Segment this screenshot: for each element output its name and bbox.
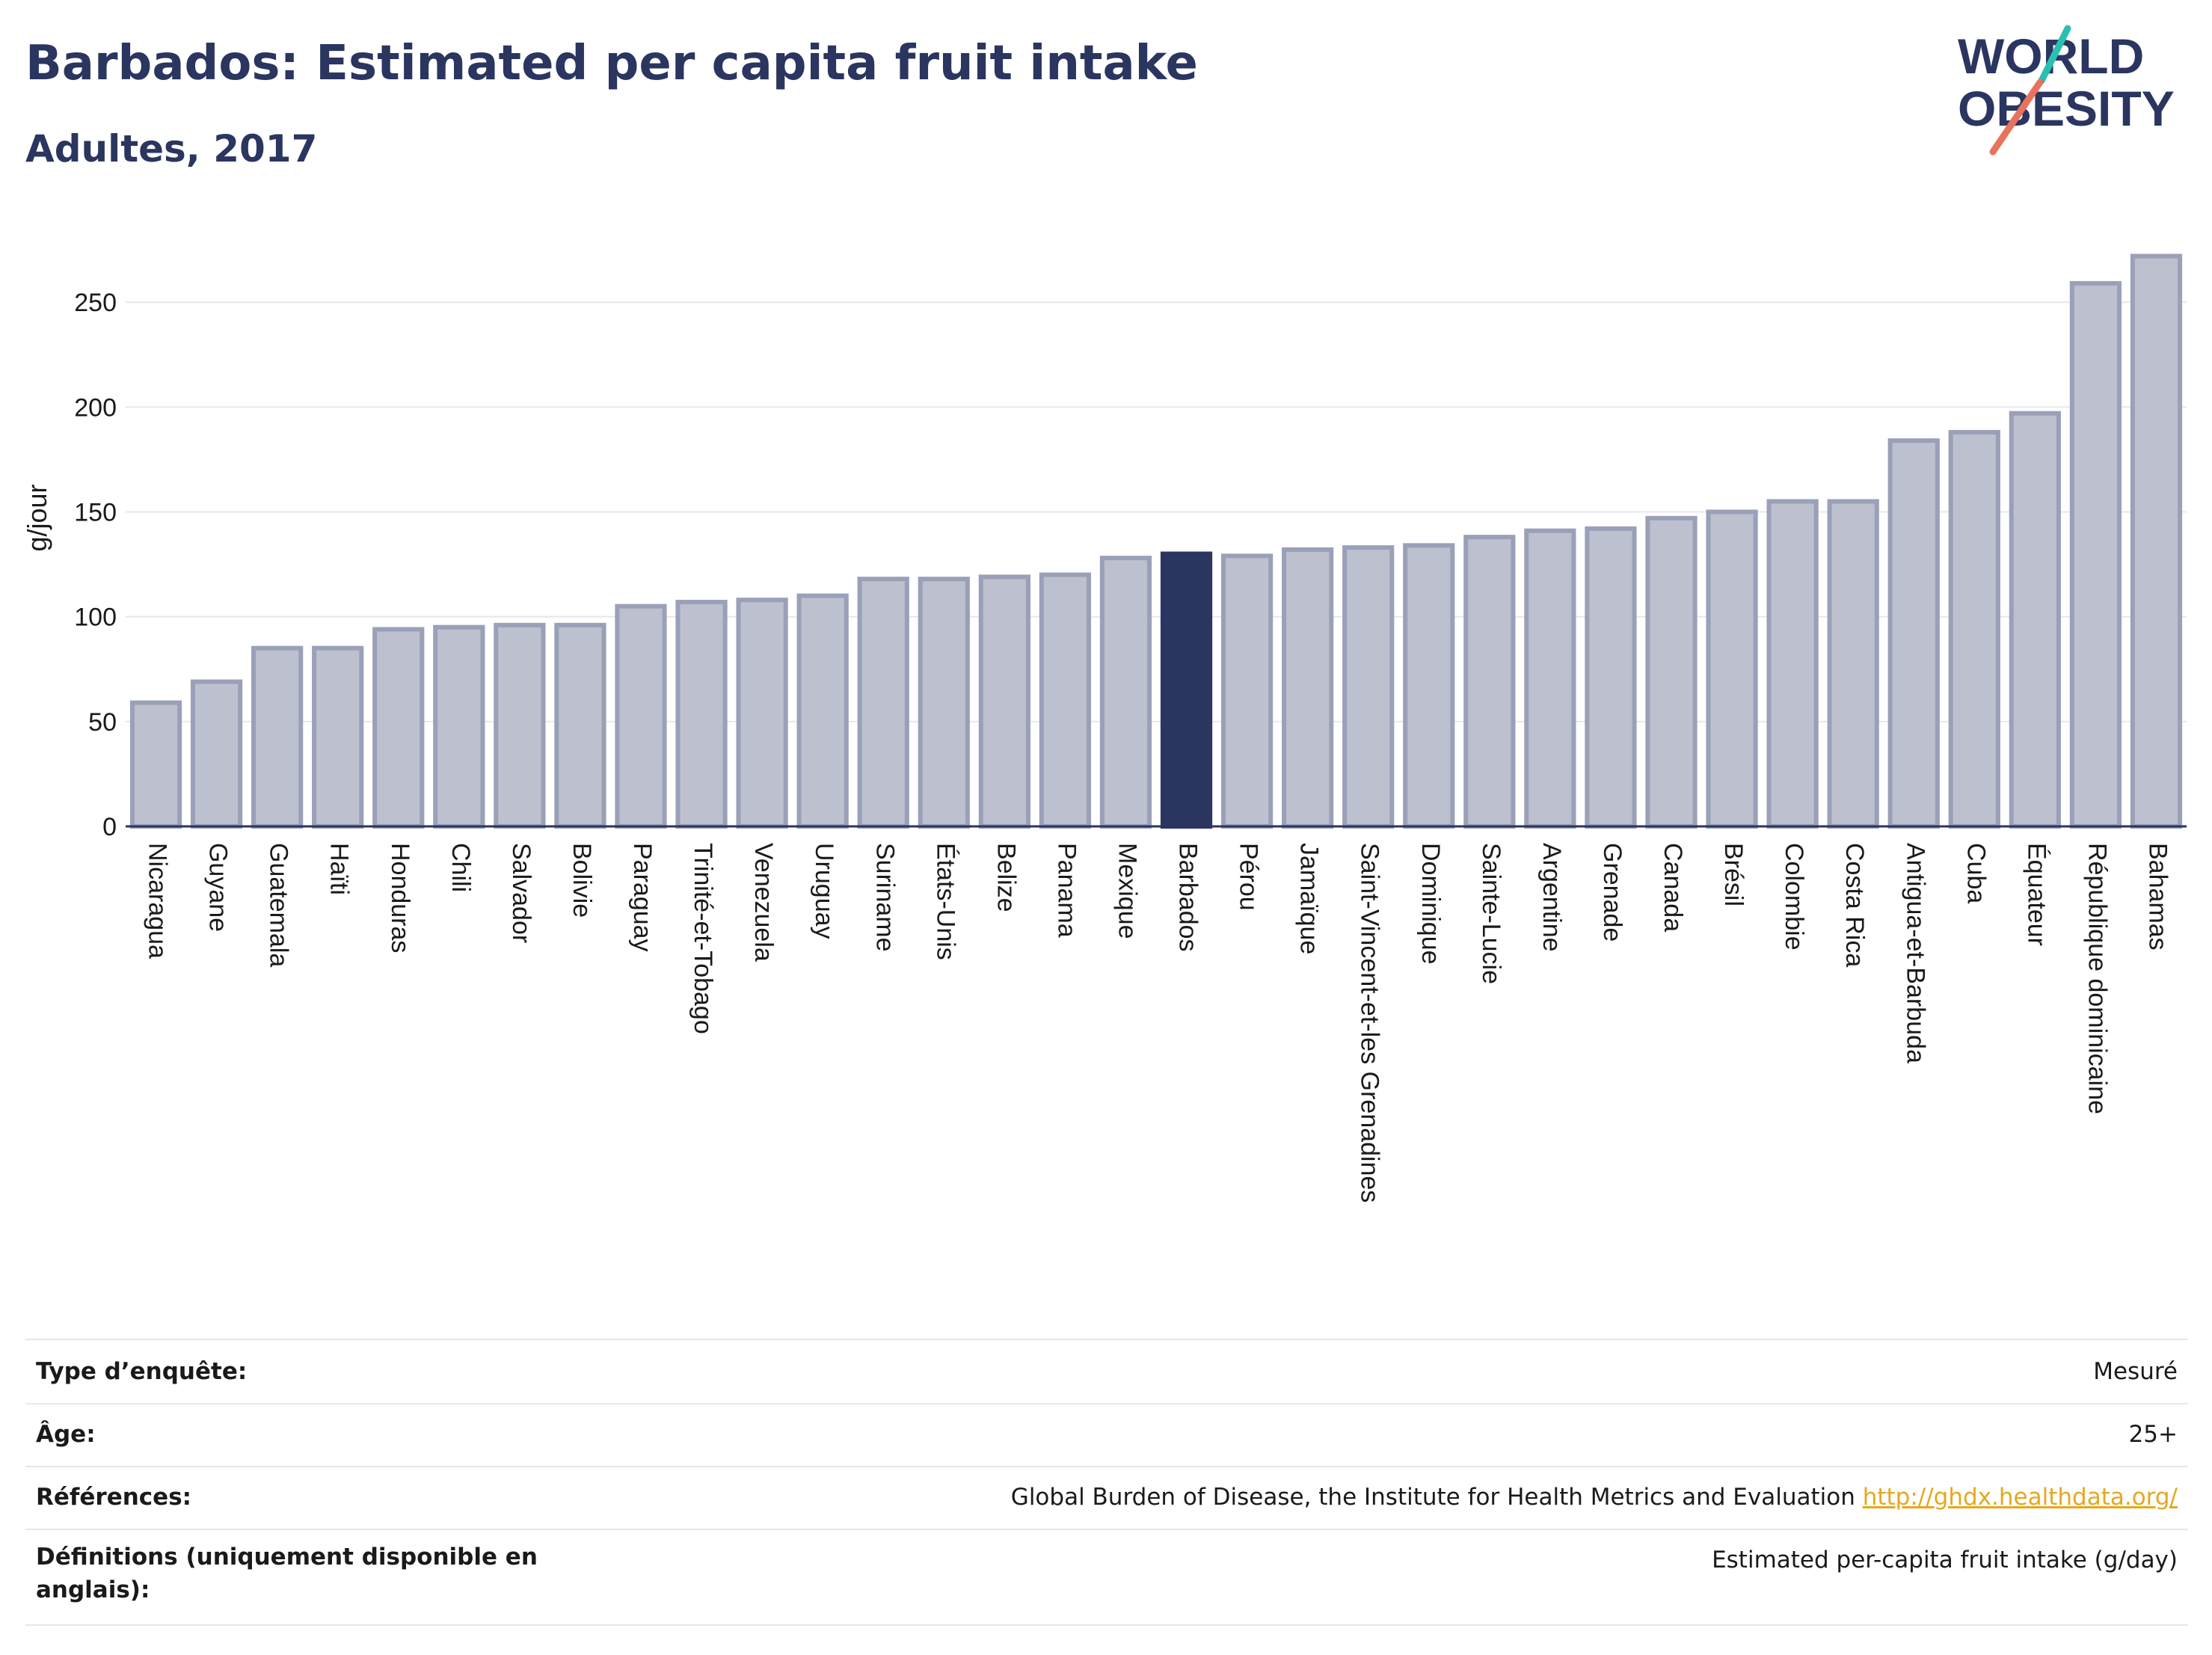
bar-Argentine[interactable] bbox=[1524, 528, 1576, 829]
x-tick-label: Saint-Vincent-et-les Grenadines bbox=[1356, 843, 1384, 1203]
bar-République dominicaine[interactable] bbox=[2069, 280, 2122, 829]
y-tick-label: 200 bbox=[74, 393, 117, 422]
bar-Antigua-et-Barbuda[interactable] bbox=[1887, 438, 1940, 829]
bar-Uruguay[interactable] bbox=[796, 593, 849, 829]
metadata-value: Global Burden of Disease, the Institute … bbox=[1010, 1484, 2178, 1511]
bar-Mexique[interactable] bbox=[1099, 556, 1152, 829]
x-tick-label: Salvador bbox=[507, 843, 535, 943]
x-tick-label: Jamaïque bbox=[1295, 843, 1324, 954]
bar-Panama[interactable] bbox=[1039, 572, 1092, 829]
x-tick-label: Trinité-et-Tobago bbox=[689, 843, 717, 1034]
bar-Bahamas[interactable] bbox=[2130, 254, 2183, 829]
bar-Équateur[interactable] bbox=[2009, 411, 2061, 829]
x-tick-label: Uruguay bbox=[810, 843, 838, 939]
bar-Bolivie[interactable] bbox=[554, 622, 606, 829]
y-tick-label: 0 bbox=[102, 813, 117, 841]
bar-Nicaragua[interactable] bbox=[129, 700, 182, 829]
metadata-value: Estimated per-capita fruit intake (g/day… bbox=[1712, 1547, 2178, 1573]
bar-Trinité-et-Tobago[interactable] bbox=[675, 600, 728, 829]
logo-slash-teal bbox=[2038, 25, 2071, 85]
x-tick-label: Honduras bbox=[386, 843, 414, 953]
x-tick-label: Panama bbox=[1052, 843, 1081, 938]
bar-Belize[interactable] bbox=[978, 574, 1030, 829]
x-tick-label: Canada bbox=[1659, 843, 1687, 932]
logo-slash-coral bbox=[1989, 79, 2044, 156]
x-tick-label: Guatemala bbox=[265, 843, 293, 967]
bar-Cuba[interactable] bbox=[1948, 429, 2000, 829]
bar-Guatemala[interactable] bbox=[251, 645, 304, 829]
bar-Barbados[interactable] bbox=[1160, 551, 1213, 829]
x-tick-label: Nicaragua bbox=[144, 843, 172, 959]
x-tick-label: Bolivie bbox=[568, 843, 596, 918]
metadata-row: Références: Global Burden of Disease, the… bbox=[25, 1466, 2188, 1530]
chart-title: Barbados: Estimated per capita fruit int… bbox=[25, 36, 1198, 91]
bars bbox=[129, 254, 2183, 829]
metadata-label: Âge: bbox=[36, 1421, 96, 1448]
x-tick-label: Dominique bbox=[1416, 843, 1445, 965]
bar-Saint-Vincent-et-les Grenadines[interactable] bbox=[1342, 545, 1395, 829]
metadata-value: 25+ bbox=[2128, 1421, 2178, 1448]
y-axis-label: g/jour bbox=[22, 484, 52, 551]
x-tick-label: Barbados bbox=[1174, 843, 1202, 952]
x-axis: Nicaragua Guyane Guatemala Haïti Honduras Chi… bbox=[126, 825, 2187, 1203]
x-tick-label: Colombie bbox=[1780, 843, 1808, 951]
metadata-row: Âge: 25+ bbox=[25, 1403, 2188, 1467]
bar-Honduras[interactable] bbox=[372, 627, 425, 829]
x-tick-label: République dominicaine bbox=[2083, 843, 2111, 1114]
bar-Haïti[interactable] bbox=[312, 645, 364, 829]
bar-Costa Rica[interactable] bbox=[1827, 499, 1879, 829]
bar-Grenade[interactable] bbox=[1585, 526, 1637, 829]
x-tick-label: Sainte-Lucie bbox=[1477, 843, 1505, 984]
bar-Salvador[interactable] bbox=[494, 622, 546, 829]
metadata-table: Type d’enquête: Mesuré Âge: 25+ Références: G… bbox=[25, 1339, 2188, 1626]
x-tick-label: Chili bbox=[446, 843, 475, 892]
bar-Brésil[interactable] bbox=[1706, 509, 1758, 829]
x-tick-label: Guyane bbox=[204, 843, 233, 932]
metadata-label: Type d’enquête: bbox=[36, 1358, 248, 1385]
y-tick-label: 50 bbox=[88, 708, 117, 737]
x-tick-label: Costa Rica bbox=[1840, 843, 1869, 967]
bar-Venezuela[interactable] bbox=[736, 598, 788, 829]
bar-Colombie[interactable] bbox=[1766, 499, 1819, 829]
metadata-row: Définitions (uniquement disponible en an… bbox=[25, 1529, 2188, 1626]
bar-Pérou[interactable] bbox=[1220, 553, 1274, 829]
y-tick-label: 250 bbox=[74, 289, 117, 317]
metadata-value: Mesuré bbox=[2093, 1358, 2178, 1385]
reference-link[interactable]: http://ghdx.healthdata.org/ bbox=[1862, 1484, 2178, 1511]
x-tick-label: Suriname bbox=[870, 843, 899, 952]
bar-chart: 0 50 100 150 200 250 Nicaragua Guyane Guatemala… bbox=[22, 254, 2187, 1203]
metadata-row: Type d’enquête: Mesuré bbox=[25, 1340, 2188, 1404]
x-tick-label: Cuba bbox=[1961, 843, 1990, 903]
x-tick-label: Pérou bbox=[1235, 843, 1263, 911]
x-tick-label: Paraguay bbox=[628, 843, 657, 952]
bar-Sainte-Lucie[interactable] bbox=[1463, 535, 1516, 829]
x-tick-label: États-Unis bbox=[931, 843, 959, 960]
y-axis: 0 50 100 150 200 250 bbox=[74, 289, 117, 841]
metadata-label: Définitions (uniquement disponible en an… bbox=[36, 1544, 538, 1603]
world-obesity-logo: WORLD OBESITY bbox=[1958, 25, 2175, 156]
bar-Paraguay[interactable] bbox=[615, 604, 667, 829]
bar-Chili[interactable] bbox=[433, 624, 485, 829]
logo-line-2: OBESITY bbox=[1958, 81, 2175, 136]
x-tick-label: Belize bbox=[992, 843, 1020, 912]
x-tick-label: Bahamas bbox=[2143, 843, 2172, 951]
metadata-label: Références: bbox=[36, 1484, 192, 1511]
x-tick-label: Équateur bbox=[2022, 843, 2050, 946]
x-tick-label: Antigua-et-Barbuda bbox=[1901, 843, 1929, 1063]
x-tick-label: Venezuela bbox=[749, 843, 778, 962]
chart-subtitle: Adultes, 2017 bbox=[25, 127, 318, 171]
bar-Guyane[interactable] bbox=[190, 679, 243, 829]
y-tick-label: 150 bbox=[74, 498, 117, 526]
bar-Suriname[interactable] bbox=[857, 577, 909, 829]
x-tick-label: Grenade bbox=[1598, 843, 1626, 942]
y-tick-label: 100 bbox=[74, 604, 117, 632]
x-tick-label: Brésil bbox=[1719, 843, 1748, 906]
bar-Canada[interactable] bbox=[1645, 515, 1698, 829]
x-tick-label: Mexique bbox=[1113, 843, 1141, 939]
bar-États-Unis[interactable] bbox=[918, 577, 970, 829]
bar-Jamaïque[interactable] bbox=[1282, 547, 1334, 829]
bar-Dominique[interactable] bbox=[1403, 543, 1455, 829]
x-tick-label: Argentine bbox=[1537, 843, 1566, 952]
x-tick-label: Haïti bbox=[325, 843, 354, 895]
